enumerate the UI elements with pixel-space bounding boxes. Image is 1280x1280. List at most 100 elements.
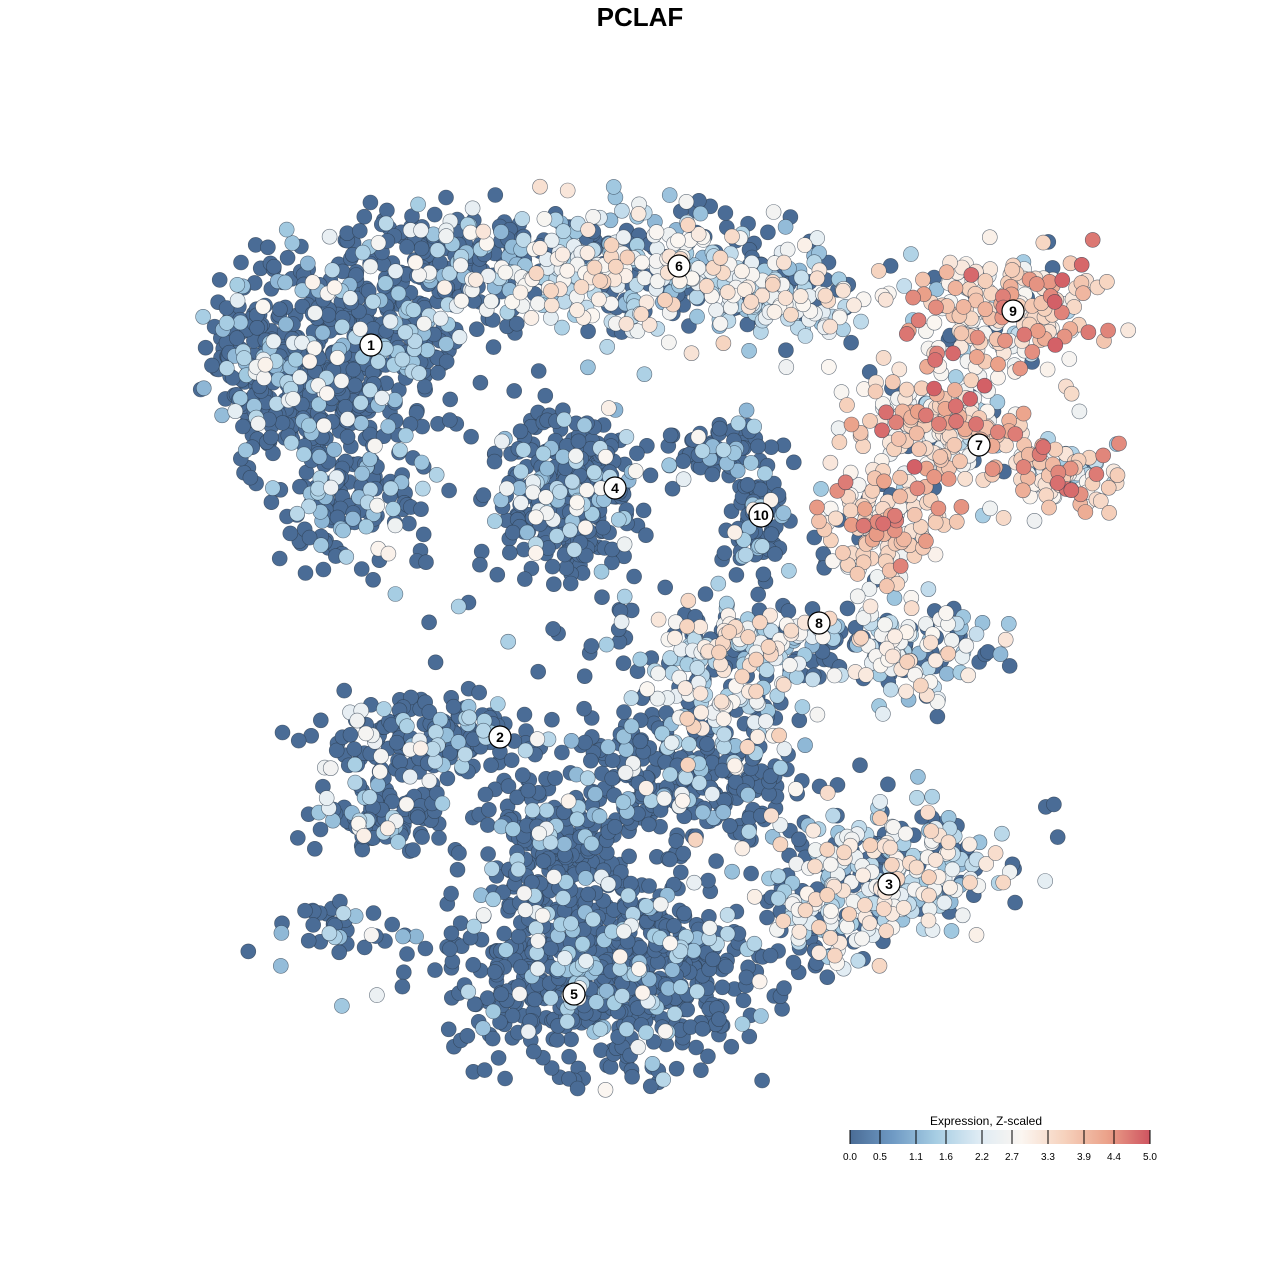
data-point	[421, 614, 437, 631]
data-point	[698, 278, 715, 294]
data-point	[255, 298, 271, 315]
data-point	[958, 637, 975, 654]
data-point	[691, 775, 708, 791]
data-point	[772, 836, 789, 853]
data-point	[563, 915, 579, 932]
data-point	[497, 1070, 513, 1087]
data-point	[301, 417, 317, 434]
data-point	[822, 454, 839, 471]
data-point	[512, 423, 529, 440]
data-point	[331, 944, 348, 961]
data-point	[554, 744, 570, 761]
data-point	[338, 548, 355, 565]
data-point	[418, 554, 434, 571]
data-point	[636, 366, 653, 383]
data-point	[885, 819, 902, 835]
data-point	[656, 790, 673, 807]
data-point	[715, 711, 732, 727]
data-point	[1109, 467, 1126, 484]
data-point	[775, 913, 792, 929]
cluster-label-3: 3	[877, 872, 901, 896]
data-point	[273, 925, 290, 941]
data-point	[451, 845, 467, 861]
data-point	[382, 313, 399, 330]
data-point	[692, 205, 709, 222]
data-point	[439, 770, 456, 787]
data-point	[750, 586, 767, 603]
data-point	[683, 345, 700, 362]
data-point	[301, 498, 317, 515]
data-point	[362, 258, 379, 275]
data-point	[342, 726, 359, 743]
data-point	[905, 289, 921, 306]
data-point	[395, 928, 411, 945]
data-point	[666, 917, 682, 934]
data-point	[569, 302, 585, 318]
data-point	[353, 394, 369, 411]
data-point	[746, 888, 763, 905]
data-point	[754, 1072, 770, 1089]
data-point	[920, 581, 937, 598]
data-point	[719, 907, 736, 923]
data-point	[877, 291, 894, 308]
data-point	[312, 821, 329, 838]
data-point	[354, 244, 371, 261]
data-point	[229, 292, 246, 309]
data-point	[753, 1008, 769, 1024]
data-point	[623, 690, 640, 706]
data-point	[1100, 479, 1117, 496]
data-point	[582, 752, 599, 769]
data-point	[438, 228, 455, 244]
data-point	[898, 683, 914, 700]
data-point	[556, 950, 573, 966]
data-point	[466, 996, 483, 1013]
data-point	[524, 802, 541, 819]
data-point	[580, 886, 597, 903]
data-point	[694, 1021, 711, 1037]
data-point	[770, 890, 787, 907]
data-point	[819, 785, 836, 801]
data-point	[236, 350, 252, 366]
data-point	[826, 667, 843, 684]
data-point	[928, 299, 944, 316]
data-point	[776, 254, 792, 271]
data-point	[997, 332, 1013, 349]
data-point	[451, 329, 468, 345]
data-point	[854, 930, 870, 947]
data-point	[1120, 322, 1136, 339]
data-point	[920, 912, 937, 929]
data-point	[953, 499, 970, 515]
data-point	[266, 258, 282, 275]
data-point	[356, 208, 373, 225]
data-point	[883, 856, 900, 873]
data-point	[674, 792, 691, 809]
data-point	[493, 224, 509, 240]
data-point	[791, 923, 808, 940]
data-point	[305, 917, 322, 933]
data-point	[374, 390, 390, 406]
data-point	[471, 684, 488, 701]
data-point	[600, 739, 617, 755]
data-point	[741, 342, 757, 359]
data-point	[256, 370, 272, 386]
data-point	[240, 943, 257, 960]
data-point	[301, 529, 318, 546]
data-point	[334, 998, 350, 1014]
data-point	[631, 961, 647, 977]
data-point	[633, 306, 650, 322]
data-point	[445, 698, 462, 715]
data-point	[650, 665, 667, 682]
data-point	[841, 906, 857, 923]
data-point	[968, 626, 985, 642]
data-point	[579, 770, 596, 787]
data-point	[196, 380, 212, 397]
data-point	[427, 962, 443, 978]
data-point	[529, 960, 546, 977]
data-point	[304, 274, 321, 291]
data-point	[762, 947, 779, 964]
data-point	[349, 712, 366, 729]
data-point	[426, 206, 443, 223]
data-point	[767, 546, 783, 562]
data-point	[680, 592, 697, 609]
data-point	[577, 519, 594, 536]
